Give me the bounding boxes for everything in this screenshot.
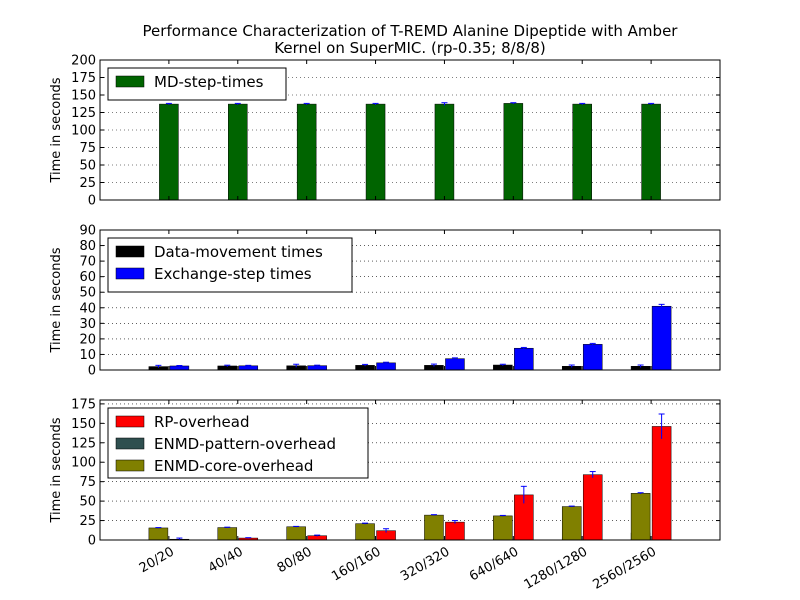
bar-exchange-step-times <box>514 347 534 371</box>
legend-label: Exchange-step times <box>154 265 312 283</box>
bar-md-step-times <box>503 103 524 201</box>
bar-md-step-times <box>228 103 248 201</box>
y-tick-label: 80 <box>79 239 96 254</box>
y-axis-label: Time in seconds <box>49 77 64 183</box>
bar-exchange-step-times <box>307 365 327 371</box>
legend-swatch <box>115 459 145 472</box>
bar-md-step-times <box>365 103 386 201</box>
bar-enmd-core-overhead <box>493 515 513 541</box>
axes-frame <box>99 399 721 541</box>
bar-enmd-core-overhead <box>424 514 444 541</box>
bar-exchange-step-times <box>169 365 190 371</box>
y-tick-label: 150 <box>71 417 96 432</box>
bar-exchange-step-times <box>376 362 396 371</box>
bar-md-step-times <box>641 103 661 201</box>
legend-label: MD-step-times <box>154 73 264 91</box>
y-tick-label: 175 <box>71 71 96 86</box>
legend-swatch <box>115 267 145 280</box>
x-tick-label: 640/640 <box>467 544 521 584</box>
bar-rp-overhead <box>307 535 327 541</box>
x-tick-label: 2560/2560 <box>591 544 660 592</box>
y-tick-label: 70 <box>79 255 96 270</box>
x-tick-label: 40/40 <box>206 544 246 576</box>
bar-exchange-step-times <box>651 305 672 371</box>
y-tick-label: 40 <box>79 301 96 316</box>
y-tick-label: 125 <box>71 106 96 121</box>
y-tick-label: 60 <box>79 270 96 285</box>
y-tick-label: 30 <box>79 317 96 332</box>
legend-label: Data-movement times <box>154 243 323 261</box>
bar-enmd-core-overhead <box>217 527 238 541</box>
x-tick-label: 20/20 <box>137 544 177 576</box>
legend-swatch <box>115 75 145 88</box>
y-tick-label: 50 <box>79 159 96 174</box>
bar-exchange-step-times <box>582 344 603 371</box>
y-tick-label: 0 <box>88 534 96 549</box>
bar-md-step-times <box>296 103 317 201</box>
legend-box <box>107 237 353 293</box>
y-tick-label: 0 <box>88 194 96 209</box>
y-tick-label: 50 <box>79 495 96 510</box>
bar-enmd-core-overhead <box>286 526 306 541</box>
axes-frame <box>99 229 721 371</box>
y-axis-label: Time in seconds <box>49 417 64 523</box>
legend-swatch <box>115 437 145 450</box>
bar-md-step-times <box>572 103 592 201</box>
bar-enmd-core-overhead <box>630 493 651 541</box>
x-tick-label: 1280/1280 <box>522 544 591 592</box>
chart-title-line2: Kernel on SuperMIC. (rp-0.35; 8/8/8) <box>274 39 545 57</box>
y-tick-label: 75 <box>79 475 96 490</box>
legend-swatch <box>115 245 145 258</box>
bar-md-step-times <box>434 103 455 201</box>
y-tick-label: 175 <box>71 397 96 412</box>
y-tick-label: 90 <box>79 224 96 239</box>
x-tick-label: 320/320 <box>398 544 452 584</box>
y-tick-label: 200 <box>71 54 96 69</box>
bar-rp-overhead <box>582 474 603 541</box>
bar-rp-overhead <box>445 521 465 541</box>
bar-rp-overhead <box>651 426 672 541</box>
y-tick-label: 50 <box>79 286 96 301</box>
chart-title-line1: Performance Characterization of T-REMD A… <box>143 22 679 40</box>
y-tick-label: 100 <box>71 124 96 139</box>
legend-label: RP-overhead <box>154 413 249 431</box>
x-tick-label: 80/80 <box>275 544 315 576</box>
bar-md-step-times <box>159 103 179 201</box>
legend-box <box>107 407 369 479</box>
y-tick-label: 10 <box>79 348 96 363</box>
bar-exchange-step-times <box>445 358 465 371</box>
bar-enmd-core-overhead <box>561 506 582 541</box>
y-tick-label: 150 <box>71 89 96 104</box>
legend-label: ENMD-pattern-overhead <box>154 435 336 453</box>
y-tick-label: 20 <box>79 332 96 347</box>
y-tick-label: 100 <box>71 456 96 471</box>
legend-label: ENMD-core-overhead <box>154 457 313 475</box>
bar-enmd-core-overhead <box>148 527 169 541</box>
y-tick-label: 25 <box>79 514 96 529</box>
bar-enmd-core-overhead <box>355 523 375 541</box>
y-tick-label: 0 <box>88 364 96 379</box>
y-tick-label: 125 <box>71 436 96 451</box>
bar-exchange-step-times <box>238 365 259 371</box>
y-tick-label: 75 <box>79 141 96 156</box>
panel-3: 0 25 50 75 100 125 150 175 20/20 40/40 80/80 160/16… <box>49 397 721 593</box>
y-tick-label: 25 <box>79 176 96 191</box>
x-tick-label: 160/160 <box>329 544 383 584</box>
legend-swatch <box>115 415 145 428</box>
y-axis-label: Time in seconds <box>49 247 64 353</box>
panel-1: 0 25 50 75 100 125 150 175 200 Time in seconds MD-… <box>49 54 721 209</box>
